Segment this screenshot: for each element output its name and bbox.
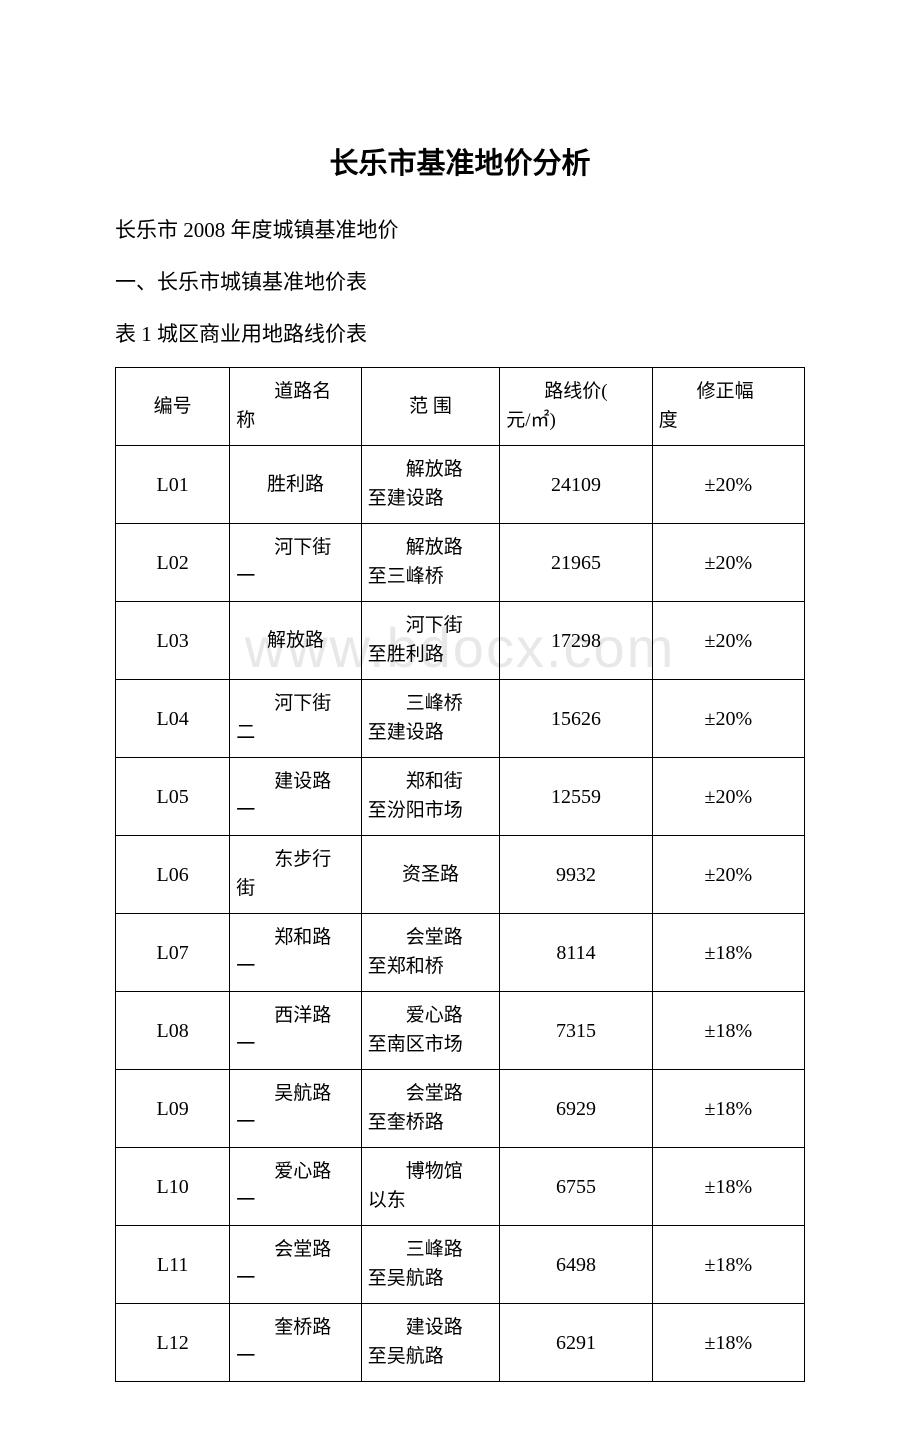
cell-range: 资圣路 [361, 836, 499, 914]
table-row: L10爱心路一博物馆以东6755±18% [116, 1148, 805, 1226]
cell-name: 吴航路一 [230, 1070, 362, 1148]
cell-price: 12559 [500, 758, 652, 836]
table-row: L09吴航路一会堂路至奎桥路6929±18% [116, 1070, 805, 1148]
cell-adjust: ±18% [652, 1226, 804, 1304]
cell-range: 会堂路至郑和桥 [361, 914, 499, 992]
table-row: L01胜利路解放路至建设路24109±20% [116, 446, 805, 524]
cell-name: 河下街一 [230, 524, 362, 602]
header-name-line1: 道路名 [236, 378, 355, 407]
header-adjust-line1: 修正幅 [659, 378, 798, 407]
cell-price: 21965 [500, 524, 652, 602]
cell-price: 6755 [500, 1148, 652, 1226]
cell-adjust: ±18% [652, 1148, 804, 1226]
table-row: L12奎桥路一建设路至吴航路6291±18% [116, 1304, 805, 1382]
cell-id: L07 [116, 914, 230, 992]
cell-id: L10 [116, 1148, 230, 1226]
price-table-container: 编号 道路名 称 范 围 路线价( 元/㎡) 修正幅 度 L01胜利路解放路至建… [115, 367, 805, 1382]
cell-adjust: ±20% [652, 836, 804, 914]
table-row: L04河下街二三峰桥至建设路15626±20% [116, 680, 805, 758]
header-id: 编号 [116, 368, 230, 446]
cell-adjust: ±20% [652, 680, 804, 758]
cell-price: 7315 [500, 992, 652, 1070]
subtitle-table-name: 表 1 城区商业用地路线价表 [115, 316, 805, 354]
cell-price: 6929 [500, 1070, 652, 1148]
cell-id: L09 [116, 1070, 230, 1148]
cell-price: 9932 [500, 836, 652, 914]
cell-price: 15626 [500, 680, 652, 758]
table-row: L07郑和路一会堂路至郑和桥8114±18% [116, 914, 805, 992]
cell-adjust: ±18% [652, 1304, 804, 1382]
cell-name: 会堂路一 [230, 1226, 362, 1304]
cell-price: 24109 [500, 446, 652, 524]
table-row: L08西洋路一爱心路至南区市场7315±18% [116, 992, 805, 1070]
cell-range: 会堂路至奎桥路 [361, 1070, 499, 1148]
header-price: 路线价( 元/㎡) [500, 368, 652, 446]
table-row: L02河下街一解放路至三峰桥21965±20% [116, 524, 805, 602]
header-adjust-line2: 度 [659, 407, 798, 436]
cell-range: 河下街至胜利路 [361, 602, 499, 680]
cell-price: 8114 [500, 914, 652, 992]
cell-id: L05 [116, 758, 230, 836]
cell-range: 解放路至三峰桥 [361, 524, 499, 602]
cell-name: 郑和路一 [230, 914, 362, 992]
cell-id: L11 [116, 1226, 230, 1304]
header-adjust: 修正幅 度 [652, 368, 804, 446]
cell-range: 博物馆以东 [361, 1148, 499, 1226]
cell-range: 三峰桥至建设路 [361, 680, 499, 758]
cell-range: 建设路至吴航路 [361, 1304, 499, 1382]
cell-price: 17298 [500, 602, 652, 680]
price-table: 编号 道路名 称 范 围 路线价( 元/㎡) 修正幅 度 L01胜利路解放路至建… [115, 367, 805, 1382]
header-name: 道路名 称 [230, 368, 362, 446]
cell-range: 爱心路至南区市场 [361, 992, 499, 1070]
cell-name: 建设路一 [230, 758, 362, 836]
table-header-row: 编号 道路名 称 范 围 路线价( 元/㎡) 修正幅 度 [116, 368, 805, 446]
cell-name: 胜利路 [230, 446, 362, 524]
cell-price: 6498 [500, 1226, 652, 1304]
table-row: L11会堂路一三峰路至吴航路6498±18% [116, 1226, 805, 1304]
cell-id: L04 [116, 680, 230, 758]
cell-adjust: ±18% [652, 992, 804, 1070]
cell-range: 解放路至建设路 [361, 446, 499, 524]
cell-range: 三峰路至吴航路 [361, 1226, 499, 1304]
cell-name: 爱心路一 [230, 1148, 362, 1226]
cell-id: L12 [116, 1304, 230, 1382]
cell-price: 6291 [500, 1304, 652, 1382]
cell-adjust: ±20% [652, 446, 804, 524]
document-content: 长乐市基准地价分析 长乐市 2008 年度城镇基准地价 一、长乐市城镇基准地价表… [0, 0, 920, 1432]
header-price-line1: 路线价( [506, 378, 645, 407]
subtitle-section: 一、长乐市城镇基准地价表 [115, 264, 805, 302]
table-row: L03解放路河下街至胜利路17298±20% [116, 602, 805, 680]
cell-adjust: ±18% [652, 914, 804, 992]
cell-id: L02 [116, 524, 230, 602]
table-row: L05建设路一郑和街至汾阳市场12559±20% [116, 758, 805, 836]
cell-adjust: ±18% [652, 1070, 804, 1148]
cell-id: L03 [116, 602, 230, 680]
cell-name: 西洋路一 [230, 992, 362, 1070]
header-price-line2: 元/㎡) [506, 407, 645, 436]
cell-id: L08 [116, 992, 230, 1070]
cell-name: 河下街二 [230, 680, 362, 758]
cell-adjust: ±20% [652, 602, 804, 680]
cell-adjust: ±20% [652, 758, 804, 836]
cell-name: 奎桥路一 [230, 1304, 362, 1382]
subtitle-year: 长乐市 2008 年度城镇基准地价 [115, 212, 805, 250]
cell-adjust: ±20% [652, 524, 804, 602]
cell-name: 解放路 [230, 602, 362, 680]
cell-name: 东步行街 [230, 836, 362, 914]
table-row: L06东步行街资圣路9932±20% [116, 836, 805, 914]
table-body: L01胜利路解放路至建设路24109±20%L02河下街一解放路至三峰桥2196… [116, 446, 805, 1382]
cell-range: 郑和街至汾阳市场 [361, 758, 499, 836]
header-name-line2: 称 [236, 407, 355, 436]
cell-id: L06 [116, 836, 230, 914]
cell-id: L01 [116, 446, 230, 524]
header-range: 范 围 [361, 368, 499, 446]
main-title: 长乐市基准地价分析 [115, 140, 805, 182]
